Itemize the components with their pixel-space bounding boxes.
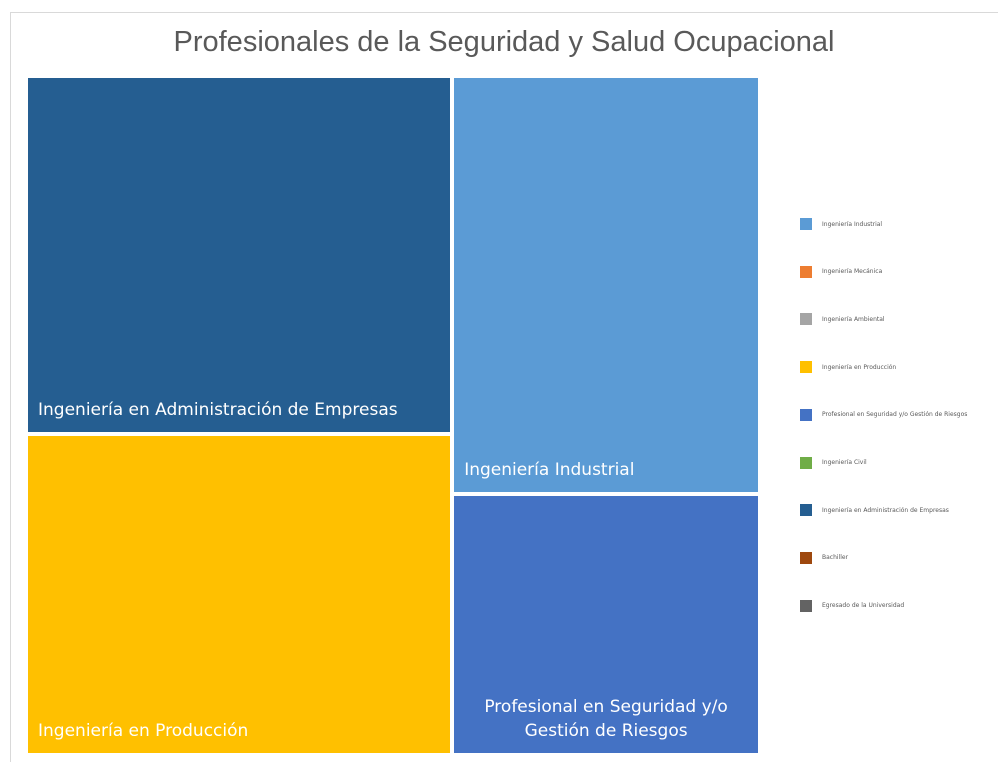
legend-item: Egresado de la Universidad	[800, 599, 905, 612]
legend-item: Ingeniería Ambiental	[800, 313, 885, 326]
legend-swatch	[800, 408, 812, 421]
legend-label: Ingeniería en Producción	[822, 363, 897, 371]
tile-label: Profesional en Seguridad y/o Gestión de …	[484, 696, 728, 741]
legend-label: Ingeniería Ambiental	[822, 315, 885, 323]
legend-label: Profesional en Seguridad y/o Gestión de …	[822, 411, 968, 419]
legend-label: Bachiller	[822, 554, 849, 562]
legend-label: Ingeniería Mecánica	[822, 268, 883, 276]
legend-item: Ingeniería Mecánica	[800, 265, 883, 278]
treemap-tile: Ingeniería en Administración de Empresas	[26, 76, 453, 435]
chart-frame	[10, 12, 998, 762]
legend-swatch	[800, 551, 812, 564]
treemap-tile: Profesional en Seguridad y/o Gestión de …	[452, 493, 760, 755]
legend-swatch	[800, 361, 812, 374]
treemap-tile: Ingeniería Industrial	[452, 76, 760, 494]
legend-swatch	[800, 599, 812, 612]
legend-item: Profesional en Seguridad y/o Gestión de …	[800, 408, 968, 421]
legend-label: Ingeniería Industrial	[822, 220, 883, 228]
legend-label: Ingeniería Civil	[822, 459, 867, 466]
legend-item: Ingeniería Civil	[800, 456, 867, 469]
legend-swatch	[800, 218, 812, 230]
legend-label: Ingeniería en Administración de Empresas	[822, 506, 949, 514]
legend-swatch	[800, 313, 812, 326]
tile-label: Ingeniería en Administración de Empresas	[38, 400, 398, 421]
tile-label: Ingeniería en Producción	[38, 720, 249, 741]
treemap-tile: Ingeniería en Producción	[26, 434, 453, 755]
chart-title: Profesionales de la Seguridad y Salud Oc…	[173, 26, 835, 58]
legend-swatch	[800, 456, 812, 469]
legend-label: Egresado de la Universidad	[822, 602, 905, 610]
legend-item: Bachiller	[800, 551, 849, 564]
legend-swatch	[800, 265, 812, 278]
legend-item: Ingeniería Industrial	[800, 218, 882, 230]
legend-item: Ingeniería en Producción	[800, 361, 897, 374]
tile-label: Ingeniería Industrial	[464, 459, 635, 480]
legend-item: Ingeniería en Administración de Empresas	[800, 504, 949, 517]
legend-swatch	[800, 504, 812, 517]
